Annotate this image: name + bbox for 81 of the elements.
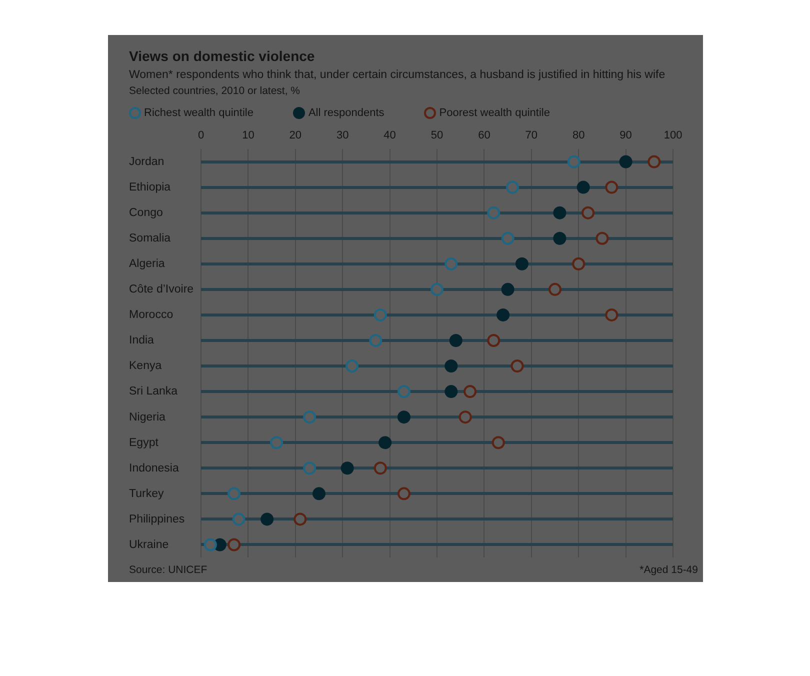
point xyxy=(548,282,562,296)
y-tick-label: Indonesia xyxy=(129,462,180,474)
y-tick-label: Algeria xyxy=(129,258,166,270)
y-tick-label: Côte d’Ivoire xyxy=(129,284,194,296)
point xyxy=(572,257,586,270)
point xyxy=(567,155,580,168)
point xyxy=(464,385,477,398)
point xyxy=(492,436,505,450)
x-tick-label: 50 xyxy=(430,129,444,142)
x-tick-label: 10 xyxy=(242,129,254,142)
y-tick-label: Egypt xyxy=(129,436,160,449)
point xyxy=(312,487,326,500)
point xyxy=(369,334,382,347)
x-tick-label: 80 xyxy=(572,129,585,142)
point xyxy=(260,512,274,526)
point xyxy=(515,257,528,270)
point xyxy=(444,360,458,373)
point xyxy=(501,282,514,296)
point xyxy=(510,360,524,373)
point xyxy=(605,180,618,194)
y-tick-label: Philippines xyxy=(129,513,185,526)
y-tick-label: Sri Lanka xyxy=(129,386,178,398)
point xyxy=(204,538,217,552)
point xyxy=(506,180,520,194)
x-tick-label: 70 xyxy=(525,129,538,142)
point xyxy=(294,512,307,526)
point xyxy=(449,334,462,347)
source-note: Source: UNICEF xyxy=(129,564,208,576)
y-tick-label: Somalia xyxy=(129,232,172,245)
x-tick-label: 0 xyxy=(198,129,204,142)
y-tick-label: Kenya xyxy=(129,360,162,372)
point xyxy=(619,155,632,168)
point xyxy=(582,206,595,220)
legend-label: Richest wealth quintile xyxy=(144,107,254,119)
legend-label: All respondents xyxy=(308,107,384,119)
point xyxy=(501,232,514,245)
point xyxy=(444,385,458,398)
y-tick-label: Nigeria xyxy=(129,411,166,424)
y-tick-label: Ethiopia xyxy=(129,181,172,194)
point xyxy=(397,487,410,500)
y-tick-label: Ukraine xyxy=(129,538,169,551)
point xyxy=(553,206,566,220)
chart-title: Views on domestic violence xyxy=(129,48,315,64)
point xyxy=(430,282,444,296)
point xyxy=(228,487,241,500)
point xyxy=(553,232,566,245)
point xyxy=(487,334,500,347)
point xyxy=(444,257,458,270)
point xyxy=(228,538,241,552)
x-tick-label: 30 xyxy=(336,129,349,142)
point xyxy=(374,308,387,322)
point xyxy=(648,155,661,168)
chart-subtitle: Women* respondents who think that, under certain circumstances, a husband is justified in hitting his wife Selected countries, 2010 or latest, % xyxy=(129,69,666,97)
point xyxy=(340,462,354,475)
y-tick-label: Turkey xyxy=(129,488,164,500)
point xyxy=(374,462,387,475)
point xyxy=(576,180,590,194)
point xyxy=(378,436,392,450)
point xyxy=(346,360,359,373)
point xyxy=(605,308,618,322)
point xyxy=(397,385,410,398)
x-tick-label: 20 xyxy=(289,129,302,142)
y-tick-label: Jordan xyxy=(129,156,164,168)
y-tick-label: India xyxy=(129,334,155,347)
point xyxy=(303,410,316,424)
point xyxy=(596,232,609,245)
point xyxy=(397,410,410,424)
point xyxy=(487,206,500,220)
point xyxy=(232,512,246,526)
y-tick-label: Congo xyxy=(129,207,163,219)
legend-label: Poorest wealth quintile xyxy=(439,107,550,119)
y-tick-label: Morocco xyxy=(129,309,174,322)
point xyxy=(458,410,472,424)
point xyxy=(270,436,284,450)
point xyxy=(496,308,510,322)
x-tick-label: 60 xyxy=(478,129,490,142)
x-tick-label: 100 xyxy=(664,129,682,142)
text: *Aged 15-49 xyxy=(640,564,698,576)
point xyxy=(303,462,316,475)
x-tick-label: 90 xyxy=(620,129,632,142)
x-tick-label: 40 xyxy=(384,129,396,142)
